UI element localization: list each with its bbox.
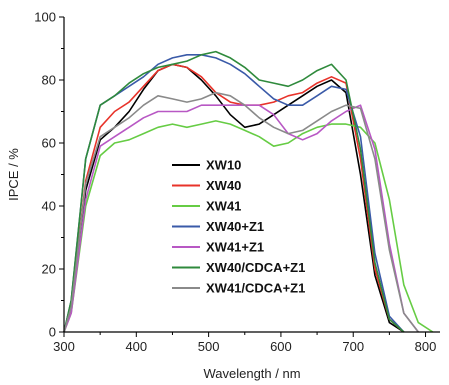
legend: XW10 XW40 XW41 XW40+Z1 XW41+Z1 XW40/CDCA+Z1 XW… (172, 158, 305, 296)
plot-lines (63, 50, 434, 333)
series-line-2 (63, 120, 434, 333)
series-line-4 (63, 104, 419, 333)
y-tick-label-2: 40 (42, 199, 56, 214)
x-tick-label-4: 700 (342, 339, 364, 354)
legend-label-2: XW41 (206, 199, 241, 214)
legend-label-0: XW10 (206, 158, 241, 173)
series-line-5 (63, 50, 405, 333)
x-axis-label: Wavelength / nm (203, 366, 300, 381)
tick-labels: 300 400 500 600 700 800 0 20 40 60 80 100 (34, 10, 436, 355)
legend-label-1: XW40 (206, 178, 241, 193)
y-tick-label-4: 80 (42, 73, 56, 88)
y-tick-label-5: 100 (34, 10, 56, 25)
legend-label-6: XW41/CDCA+Z1 (206, 281, 305, 296)
y-tick-label-3: 60 (42, 136, 56, 151)
series-line-6 (63, 91, 419, 333)
x-tick-label-3: 600 (270, 339, 292, 354)
y-tick-label-0: 0 (49, 325, 56, 340)
legend-label-5: XW40/CDCA+Z1 (206, 260, 305, 275)
tick-marks (59, 16, 427, 337)
legend-label-4: XW41+Z1 (206, 240, 264, 255)
x-tick-label-1: 400 (125, 339, 147, 354)
y-axis-label: IPCE / % (6, 148, 21, 201)
legend-label-3: XW40+Z1 (206, 219, 264, 234)
y-tick-label-1: 20 (42, 262, 56, 277)
x-tick-label-0: 300 (53, 339, 75, 354)
x-tick-label-2: 500 (198, 339, 220, 354)
x-tick-label-5: 800 (415, 339, 437, 354)
